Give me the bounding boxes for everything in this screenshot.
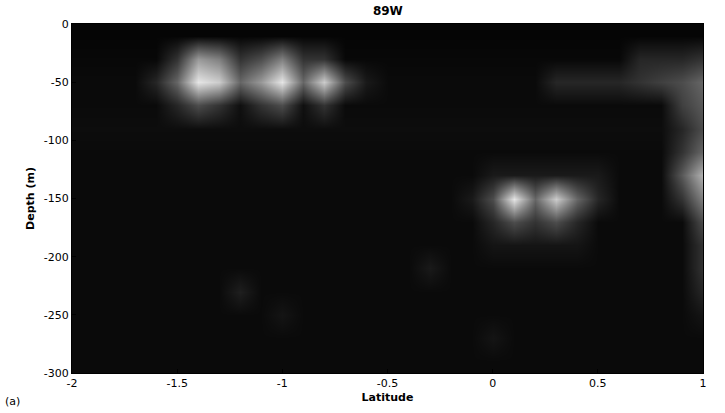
svg-text:-100: -100: [44, 134, 69, 147]
svg-text:89W: 89W: [373, 4, 403, 18]
svg-text:Latitude: Latitude: [362, 391, 414, 404]
svg-text:-200: -200: [44, 251, 69, 264]
svg-text:-0.5: -0.5: [377, 377, 398, 390]
svg-text:-1: -1: [277, 377, 288, 390]
svg-text:-250: -250: [44, 309, 69, 322]
svg-text:Depth (m): Depth (m): [24, 167, 37, 230]
svg-text:-50: -50: [51, 76, 69, 89]
svg-text:0: 0: [62, 18, 69, 31]
svg-text:1: 1: [700, 377, 707, 390]
svg-text:0.5: 0.5: [589, 377, 607, 390]
svg-text:-300: -300: [44, 367, 69, 380]
svg-text:-2: -2: [67, 377, 78, 390]
svg-text:-1.5: -1.5: [166, 377, 187, 390]
svg-text:0: 0: [489, 377, 496, 390]
svg-text:(a): (a): [5, 395, 20, 408]
svg-text:-150: -150: [44, 192, 69, 205]
